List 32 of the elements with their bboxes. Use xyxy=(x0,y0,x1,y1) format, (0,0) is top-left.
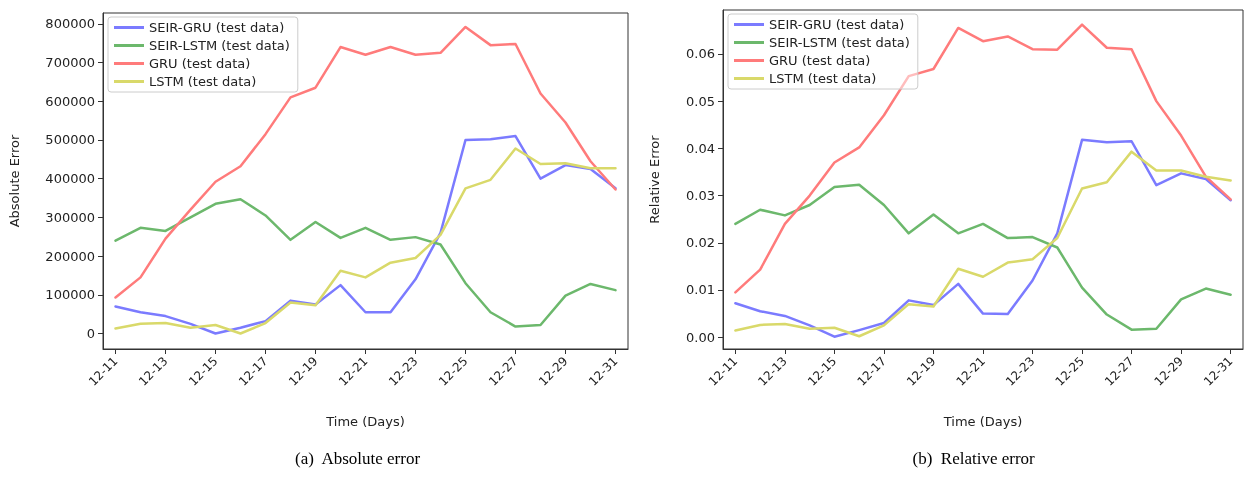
text: (a) Absolute error xyxy=(295,449,421,468)
line-series xyxy=(114,197,617,328)
x-axis-title: Time (Days) xyxy=(325,414,405,429)
legend-label: SEIR-GRU (test data) xyxy=(149,20,285,35)
legend-label: GRU (test data) xyxy=(769,53,871,68)
legend-label: LSTM (test data) xyxy=(149,74,257,89)
y-tick-label: 0.06 xyxy=(686,46,715,62)
legend-label: GRU (test data) xyxy=(149,56,251,71)
y-tick-label: 400000 xyxy=(45,171,95,187)
legend-label: SEIR-LSTM (test data) xyxy=(769,35,910,50)
y-axis-title: Relative Error xyxy=(647,134,662,224)
text: (b) Relative error xyxy=(912,449,1036,468)
legend-label: LSTM (test data) xyxy=(769,71,877,86)
y-axis-title: Absolute Error xyxy=(7,134,22,228)
legend-label: SEIR-GRU (test data) xyxy=(769,17,905,32)
y-tick-label: 700000 xyxy=(45,55,95,71)
y-tick-label: 800000 xyxy=(45,16,95,32)
y-tick-label: 500000 xyxy=(45,132,95,148)
y-tick-label: 0.02 xyxy=(686,235,715,251)
y-tick-label: 0.04 xyxy=(686,140,715,156)
y-tick-label: 300000 xyxy=(45,209,95,225)
y-tick-label: 200000 xyxy=(45,248,95,264)
x-axis-title: Time (Days) xyxy=(942,414,1023,429)
y-tick-label: 0.01 xyxy=(686,282,715,298)
y-tick-label: 100000 xyxy=(45,287,95,303)
legend-label: SEIR-LSTM (test data) xyxy=(149,38,290,53)
y-tick-label: 600000 xyxy=(45,93,95,109)
y-tick-label: 0 xyxy=(86,326,95,342)
line-series xyxy=(734,183,1232,331)
y-tick-label: 0.03 xyxy=(686,188,715,204)
y-tick-label: 0.00 xyxy=(686,329,715,345)
y-tick-label: 0.05 xyxy=(686,93,715,109)
